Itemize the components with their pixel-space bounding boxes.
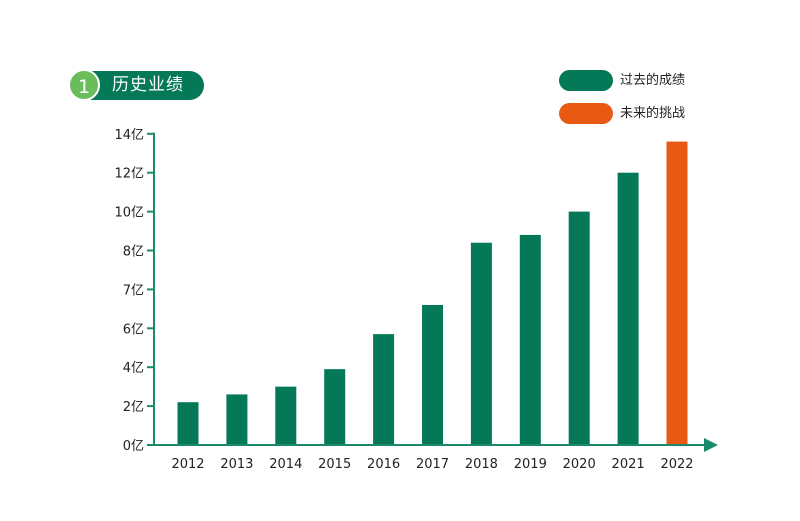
y-tick-label: 10亿	[114, 206, 144, 221]
x-tick-label-2014: 2014	[269, 457, 302, 472]
bar-2022	[666, 141, 688, 445]
bar-2019	[519, 234, 541, 445]
legend-label-future: 未来的挑战	[620, 106, 686, 121]
y-tick-label: 4亿	[123, 361, 144, 376]
x-tick-label-2017: 2017	[416, 457, 449, 472]
legend-swatch-past	[559, 70, 613, 91]
bar-2021	[617, 172, 639, 445]
x-tick-label-2020: 2020	[563, 457, 596, 472]
x-tick-label-2019: 2019	[514, 457, 547, 472]
bar-2016	[373, 334, 395, 445]
section-number-badge: 1	[68, 69, 100, 101]
bar-2020	[568, 211, 590, 445]
x-tick-label-2015: 2015	[318, 457, 351, 472]
bar-2014	[275, 386, 297, 445]
bar-2017	[422, 304, 443, 445]
x-tick-label-2013: 2013	[220, 457, 253, 472]
x-tick-label-2021: 2021	[612, 457, 645, 472]
bar-2012	[177, 402, 199, 445]
y-tick-label: 6亿	[123, 322, 144, 337]
x-tick-label-2018: 2018	[465, 457, 498, 472]
bar-2018	[470, 242, 492, 445]
bar-2013	[226, 394, 248, 445]
y-tick-label: 7亿	[123, 283, 144, 298]
x-tick-label-2016: 2016	[367, 457, 400, 472]
x-axis-arrow-icon	[704, 438, 718, 452]
legend-swatch-future	[559, 103, 613, 124]
y-tick-label: 0亿	[123, 439, 144, 454]
x-tick-label-2022: 2022	[660, 457, 693, 472]
x-tick-label-2012: 2012	[171, 457, 204, 472]
y-tick-label: 2亿	[123, 400, 144, 415]
section-title: 历史业绩	[112, 75, 184, 95]
legend-label-past: 过去的成绩	[620, 73, 686, 88]
bar-2015	[324, 369, 346, 445]
y-tick-label: 14亿	[114, 128, 144, 143]
y-tick-label: 8亿	[123, 245, 144, 260]
y-tick-label: 12亿	[114, 167, 144, 182]
